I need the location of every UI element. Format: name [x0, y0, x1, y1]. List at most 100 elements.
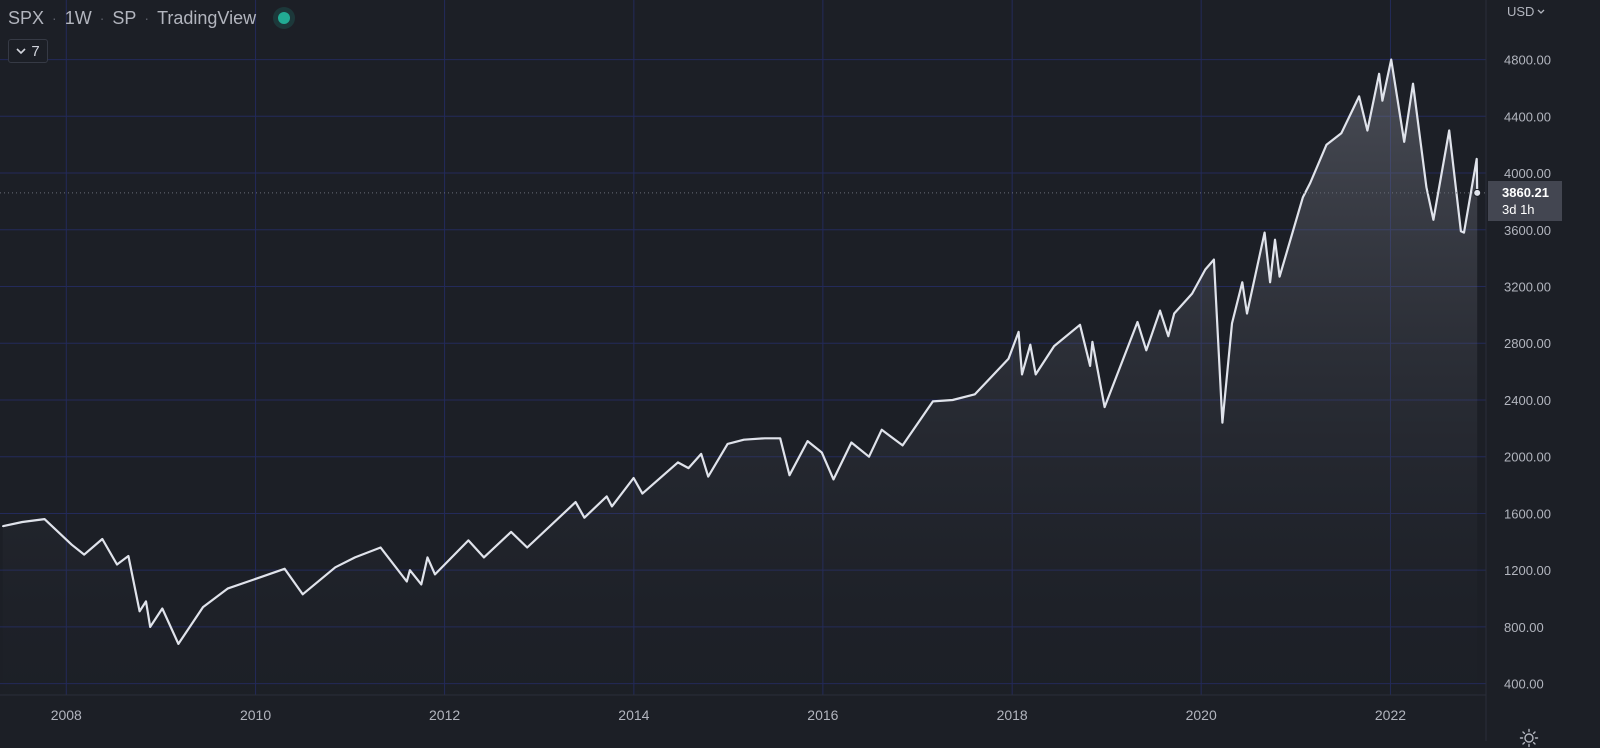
price-point: [283, 568, 286, 570]
x-tick-label: 2016: [807, 707, 838, 723]
price-point: [1089, 365, 1091, 367]
price-point: [1145, 349, 1148, 352]
currency-label: USD: [1507, 4, 1535, 19]
last-price-line: [0, 188, 1486, 197]
price-point: [467, 539, 470, 542]
price-point: [379, 546, 382, 549]
price-point: [1029, 343, 1032, 346]
price-point: [1246, 312, 1248, 315]
price-point: [1213, 258, 1215, 261]
axes: 400.00 800.00 1200.00 1600.00 2000.00 2400.00…: [0, 0, 1551, 741]
price-point: [1381, 99, 1384, 102]
price-point: [974, 393, 976, 396]
x-tick-label: 2018: [997, 707, 1028, 723]
provider-label: TradingView: [157, 7, 257, 28]
price-point: [1034, 373, 1037, 376]
price-point: [1021, 373, 1023, 376]
price-point: [1412, 82, 1414, 85]
y-tick-label: 2400.00: [1504, 393, 1551, 408]
price-point: [677, 461, 679, 464]
price-point: [1091, 341, 1094, 343]
price-point: [1278, 275, 1281, 278]
price-point: [1173, 312, 1175, 315]
y-tick-label: 4000.00: [1504, 166, 1551, 181]
price-point: [1263, 231, 1266, 234]
price-point: [641, 492, 644, 495]
price-point: [1325, 143, 1328, 146]
price-point: [611, 505, 613, 508]
price-point: [1136, 321, 1139, 323]
price-point: [1191, 292, 1193, 295]
price-point: [605, 495, 608, 498]
price-point: [951, 399, 954, 401]
price-point: [426, 556, 429, 559]
header-separator: ·: [144, 10, 150, 26]
price-point: [1204, 268, 1207, 271]
price-point: [21, 521, 24, 523]
price-point: [409, 569, 411, 571]
price-area: [2, 58, 1479, 696]
symbol-header[interactable]: SPX · 1W · SP · TradingView: [8, 6, 291, 30]
price-point: [788, 474, 791, 477]
price-point: [779, 437, 781, 440]
x-tick-label: 2022: [1375, 707, 1406, 723]
price-point: [1358, 95, 1360, 98]
price-point: [483, 556, 485, 559]
price-point: [1475, 158, 1478, 160]
price-point: [177, 643, 180, 645]
price-point: [1366, 129, 1369, 132]
header-separator: ·: [99, 10, 105, 26]
bar-countdown: 3d 1h: [1502, 202, 1535, 217]
price-point: [743, 438, 745, 441]
settings-icon[interactable]: [1519, 728, 1539, 748]
price-point: [821, 451, 823, 454]
price-point: [43, 518, 46, 520]
price-point: [1274, 238, 1276, 241]
symbol-name[interactable]: SPX: [8, 7, 45, 28]
price-point: [1448, 129, 1450, 132]
chevron-down-icon: [16, 47, 26, 54]
last-price-value: 3860.21: [1502, 185, 1549, 200]
currency-selector[interactable]: USD: [1507, 4, 1545, 19]
price-point: [1340, 132, 1343, 135]
price-point: [1167, 335, 1170, 338]
price-point: [127, 555, 130, 557]
price-point: [1007, 358, 1010, 360]
market-status-icon: [278, 12, 291, 24]
y-tick-label: 400.00: [1504, 677, 1544, 692]
price-point: [726, 443, 729, 445]
last-price-label: 3860.21 3d 1h: [1488, 181, 1562, 221]
indicators-toggle-button[interactable]: 7: [8, 39, 48, 63]
price-point: [901, 444, 904, 447]
price-point: [1378, 73, 1380, 75]
x-tick-label: 2008: [51, 707, 82, 723]
price-point: [687, 467, 690, 469]
price-point: [83, 553, 85, 556]
interval-label[interactable]: 1W: [64, 7, 92, 28]
price-point: [1432, 219, 1435, 221]
header-separator: ·: [52, 10, 57, 26]
price-point: [526, 546, 528, 549]
price-point: [259, 576, 262, 579]
price-point: [1302, 196, 1304, 198]
price-point: [1159, 309, 1161, 312]
price-point: [301, 593, 304, 596]
price-point: [1103, 406, 1106, 408]
exchange-label: SP: [112, 7, 137, 28]
y-tick-label: 2800.00: [1504, 336, 1551, 351]
price-point: [406, 580, 408, 583]
price-point: [1017, 331, 1020, 333]
price-point: [149, 626, 151, 628]
price-point: [1460, 230, 1462, 232]
price-point: [1403, 141, 1405, 143]
price-point: [1053, 345, 1055, 347]
price-point: [1231, 322, 1233, 325]
price-point: [1079, 324, 1081, 326]
y-tick-label: 2000.00: [1504, 450, 1551, 465]
price-point: [70, 543, 73, 546]
price-point: [1241, 281, 1244, 284]
indicators-count: 7: [31, 42, 40, 60]
price-point: [354, 556, 356, 559]
price-point: [101, 538, 104, 540]
